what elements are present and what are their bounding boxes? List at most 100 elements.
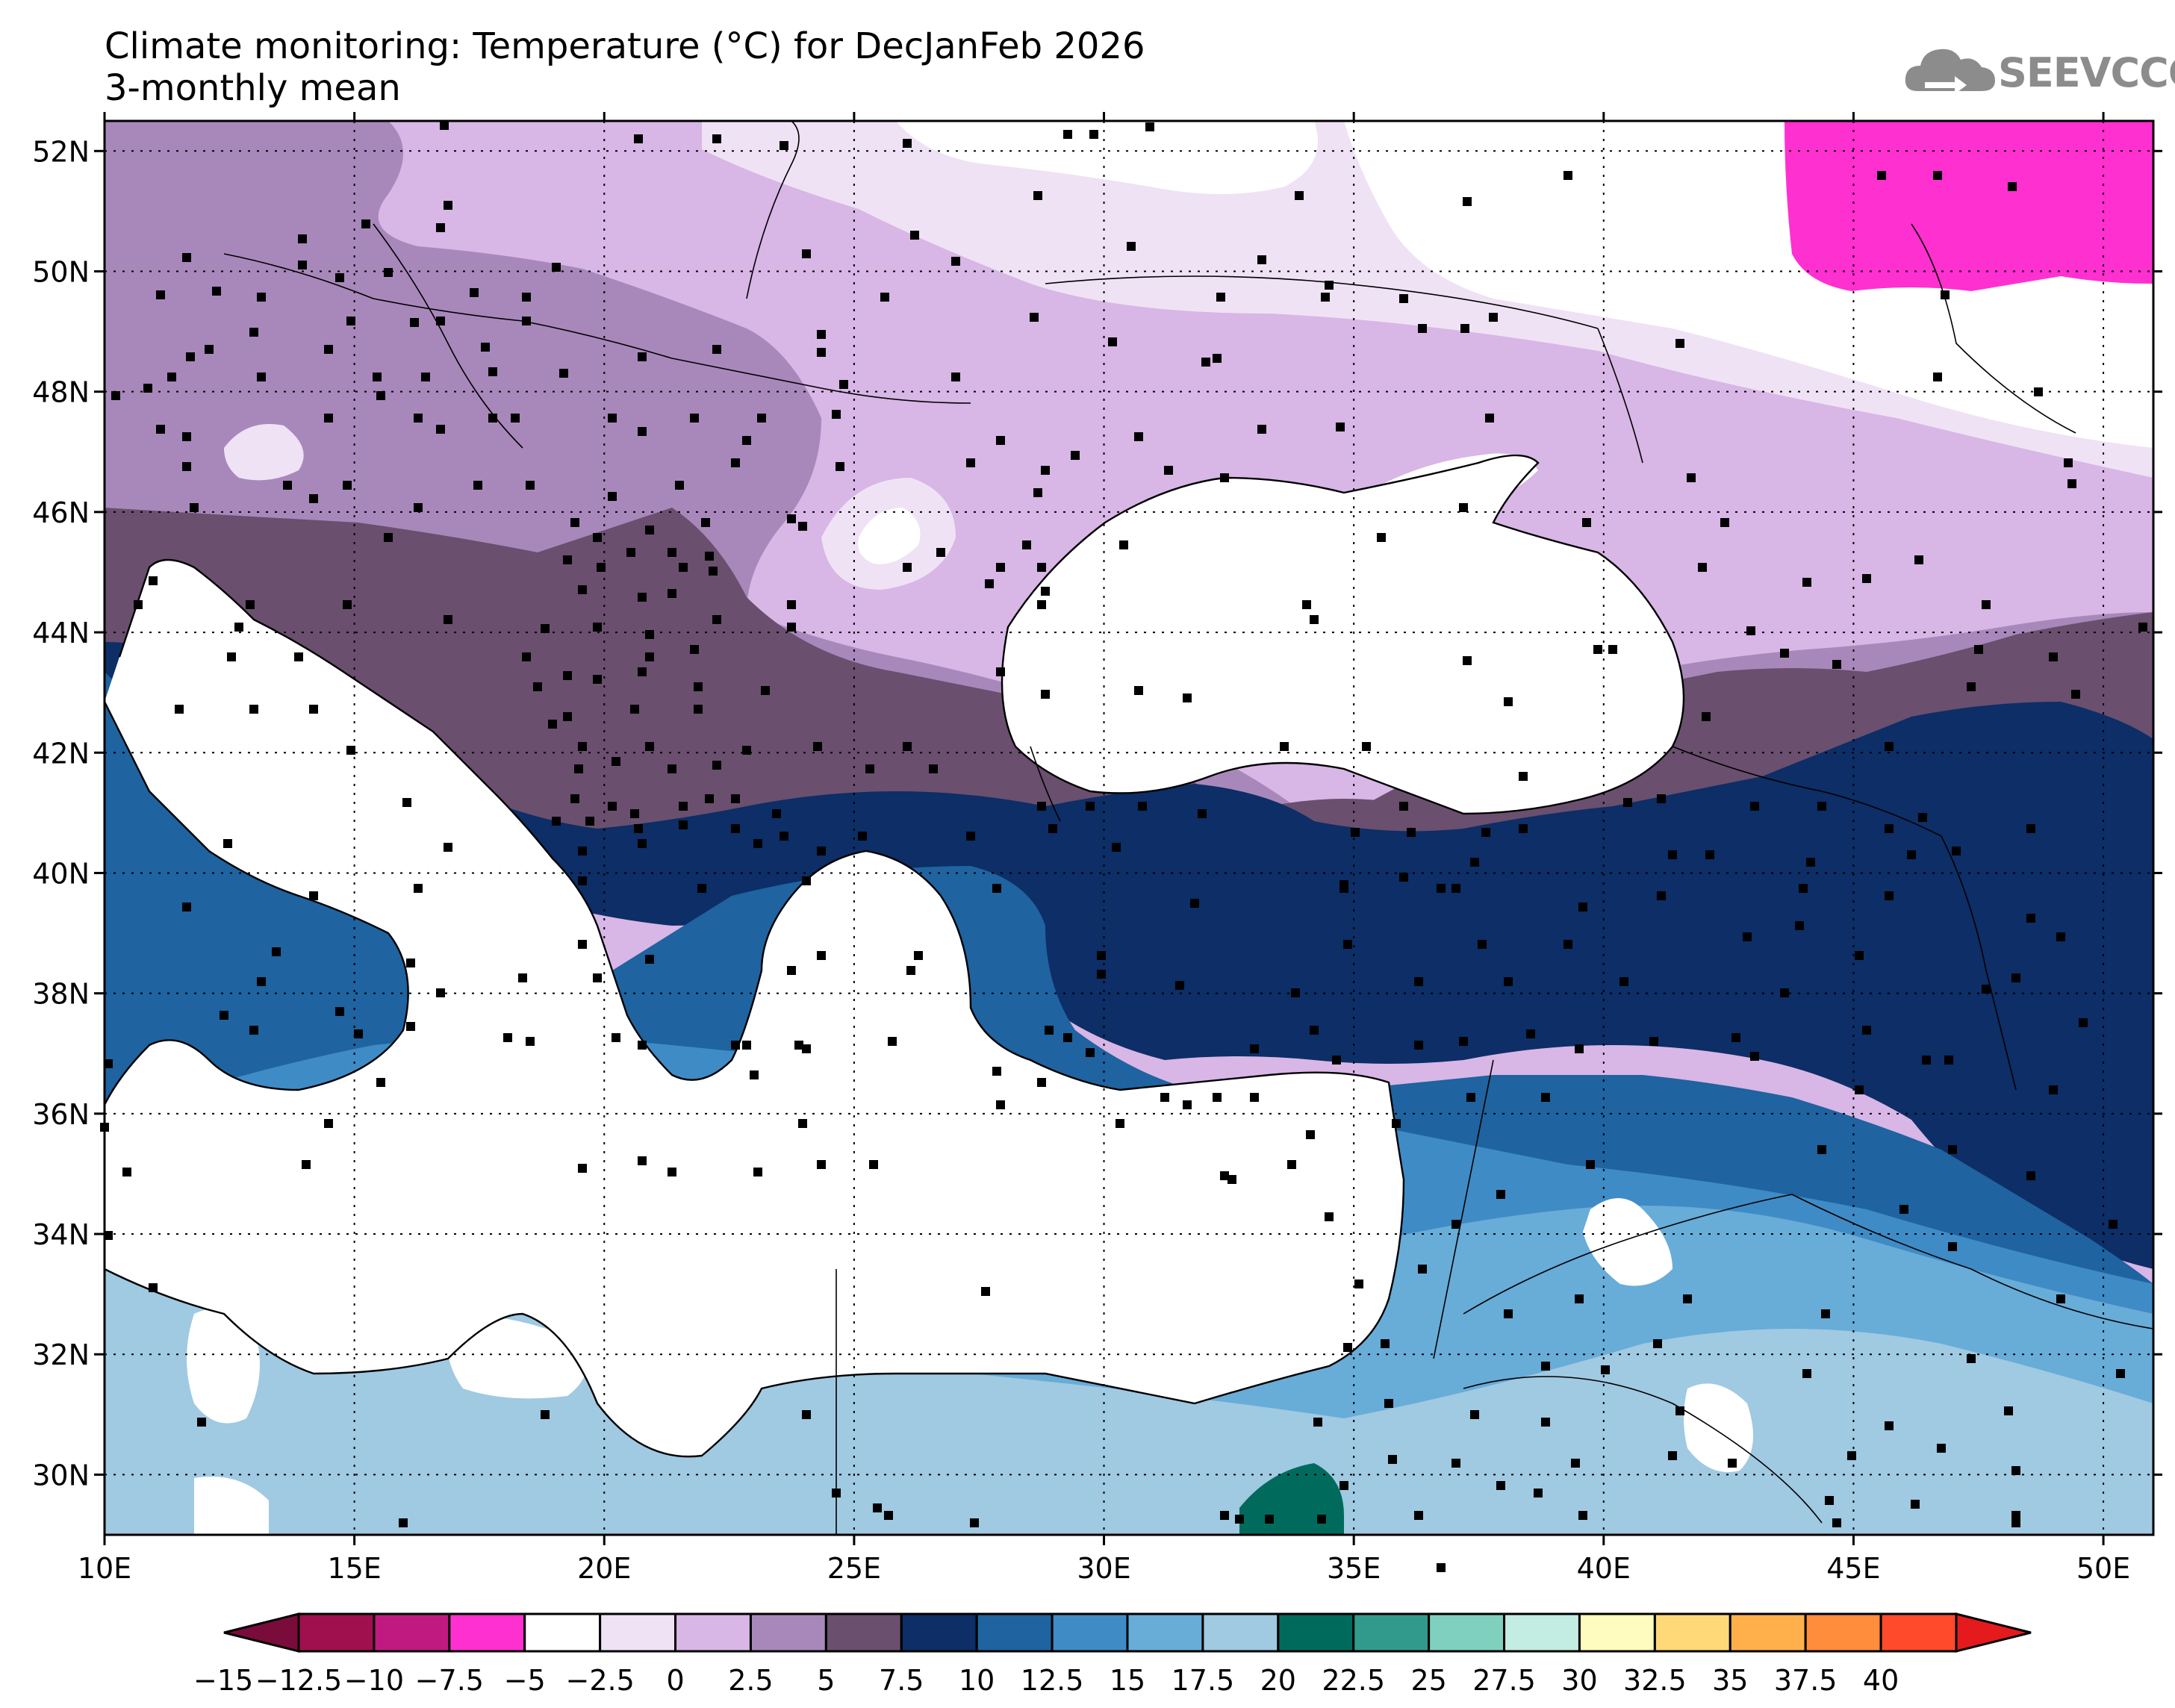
station-marker	[104, 1231, 113, 1240]
station-marker	[343, 481, 352, 490]
colorbar-segment	[523, 1612, 602, 1653]
station-marker	[548, 720, 557, 729]
station-marker	[1817, 802, 1826, 811]
station-marker	[1216, 293, 1225, 302]
station-marker	[518, 973, 527, 982]
station-marker	[1952, 847, 1961, 855]
lon-tick-label: 35E	[1327, 1552, 1381, 1585]
station-marker	[1802, 578, 1811, 587]
station-marker	[1463, 197, 1472, 206]
station-marker	[1593, 645, 1602, 654]
station-marker	[436, 317, 445, 325]
station-marker	[1354, 1280, 1363, 1288]
station-marker	[481, 343, 490, 352]
station-marker	[1451, 1459, 1460, 1468]
station-marker	[1325, 281, 1334, 290]
station-marker	[1806, 858, 1815, 867]
station-marker	[406, 959, 415, 967]
no-data-north-africa-east	[446, 1314, 588, 1399]
station-marker	[272, 947, 281, 956]
station-marker	[2049, 1085, 2058, 1094]
station-marker	[2056, 932, 2065, 941]
station-marker	[1623, 798, 1632, 807]
station-marker	[436, 425, 445, 434]
station-marker	[1575, 1044, 1584, 1053]
station-marker	[1619, 977, 1628, 986]
colorbar-label: 17.5	[1171, 1664, 1235, 1697]
station-marker	[832, 1489, 841, 1497]
station-marker	[1265, 1515, 1274, 1524]
country-borders	[223, 121, 2153, 1535]
colorbar-label: 15	[1110, 1664, 1145, 1697]
station-marker	[1914, 555, 1923, 564]
station-marker	[1675, 1406, 1684, 1415]
station-marker	[1127, 242, 1136, 251]
station-marker	[1119, 540, 1128, 549]
station-marker	[1933, 373, 1942, 381]
colorbar-segment	[824, 1612, 903, 1653]
station-marker	[1855, 1085, 1864, 1094]
station-marker	[1048, 824, 1057, 833]
station-marker	[414, 884, 423, 893]
station-marker	[1877, 171, 1886, 180]
colorbar-label: 2.5	[728, 1664, 773, 1697]
station-marker	[298, 261, 307, 269]
station-marker	[836, 462, 844, 471]
station-marker	[1780, 649, 1789, 658]
colorbar-label: 5	[817, 1664, 835, 1697]
black-sea	[1002, 455, 1684, 814]
station-marker	[992, 1067, 1001, 1076]
station-marker	[134, 600, 143, 609]
station-marker	[1653, 1339, 1662, 1348]
station-marker	[324, 345, 333, 354]
station-marker	[1489, 313, 1498, 322]
station-marker	[839, 380, 848, 389]
sea-of-azov	[1366, 453, 1538, 510]
station-marker	[742, 436, 751, 445]
station-marker	[1582, 518, 1591, 527]
station-marker	[1407, 828, 1416, 837]
station-marker	[2008, 182, 2017, 191]
station-marker	[294, 652, 303, 661]
station-marker	[668, 764, 676, 773]
station-marker	[865, 764, 874, 773]
station-marker	[679, 802, 688, 811]
station-marker	[1041, 587, 1050, 596]
station-marker	[1033, 488, 1042, 497]
station-marker	[1799, 884, 1808, 893]
station-marker	[1463, 656, 1472, 665]
station-marker	[1351, 828, 1360, 837]
map-grid	[105, 121, 2153, 1535]
station-marker	[578, 1164, 587, 1173]
station-marker	[1571, 1459, 1580, 1468]
station-marker	[1668, 850, 1677, 859]
colorbar-label: 22.5	[1322, 1664, 1385, 1697]
station-marker	[1086, 1048, 1095, 1057]
station-marker	[149, 576, 158, 585]
station-marker	[444, 843, 452, 852]
lat-tick-label: 32N	[32, 1338, 90, 1371]
station-marker	[373, 373, 382, 381]
colorbar-label: 37.5	[1774, 1664, 1838, 1697]
map-subtitle: 3-monthly mean	[105, 67, 401, 109]
station-marker	[694, 682, 703, 691]
colorbar-segment	[1503, 1612, 1581, 1653]
station-marker	[1063, 130, 1072, 139]
station-marker	[2011, 973, 2020, 982]
station-marker	[910, 231, 919, 240]
station-marker	[645, 630, 654, 639]
station-marker	[1437, 884, 1446, 893]
station-marker	[884, 1511, 893, 1520]
station-marker	[1033, 191, 1042, 200]
station-marker	[384, 268, 393, 277]
station-marker	[1683, 1294, 1692, 1303]
station-marker	[354, 1029, 363, 1038]
station-marker	[1705, 850, 1714, 859]
lat-tick-label: 34N	[32, 1218, 90, 1251]
station-marker	[563, 555, 572, 564]
station-marker	[2049, 652, 2058, 661]
colorbar-label: 10	[959, 1664, 995, 1697]
station-marker	[645, 955, 654, 964]
lat-tick-label: 42N	[32, 737, 90, 770]
